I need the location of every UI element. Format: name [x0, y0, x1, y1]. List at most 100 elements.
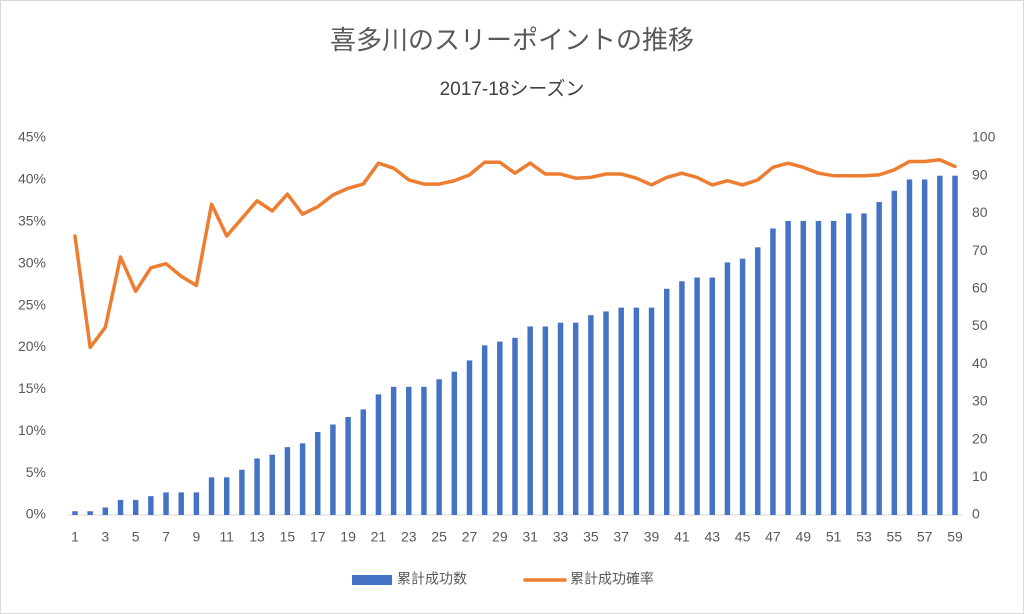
bar [937, 175, 943, 515]
bar [785, 220, 791, 515]
x-tick-label: 3 [101, 529, 109, 545]
bar [815, 220, 822, 515]
bar [269, 454, 275, 515]
bar [663, 288, 670, 515]
bar [254, 458, 260, 515]
x-tick-label: 57 [917, 529, 933, 545]
legend-label: 累計成功確率 [570, 571, 654, 587]
x-tick-label: 53 [856, 529, 872, 545]
y-tick-label: 40% [18, 171, 46, 187]
bar [375, 394, 382, 515]
bar [891, 190, 898, 515]
y2-tick-label: 20 [972, 430, 988, 446]
y-tick-label: 20% [18, 338, 46, 354]
bar [87, 511, 93, 515]
bar [193, 492, 200, 515]
bar [633, 307, 640, 515]
x-tick-label: 23 [401, 529, 417, 545]
bar [588, 315, 594, 515]
x-tick-label: 33 [553, 529, 569, 545]
bar [284, 447, 291, 515]
x-tick-label: 17 [310, 529, 326, 545]
bar [557, 322, 564, 515]
y-tick-label: 15% [18, 380, 46, 396]
bar [724, 262, 731, 515]
bar [952, 175, 958, 515]
line [73, 158, 957, 350]
bar [694, 277, 700, 515]
y-tick-label: 10% [18, 422, 46, 438]
legend-label: 累計成功数 [397, 571, 467, 587]
bar [208, 477, 215, 515]
bar [542, 326, 549, 515]
bar [239, 469, 245, 515]
bar [603, 311, 609, 515]
x-tick-label: 15 [280, 529, 296, 545]
y2-tick-label: 40 [972, 355, 988, 371]
x-tick-label: 7 [162, 529, 170, 545]
y-tick-label: 45% [18, 129, 46, 145]
bar [770, 228, 776, 516]
y2-tick-label: 70 [972, 242, 988, 258]
bar [906, 179, 913, 515]
bar [421, 386, 427, 515]
x-tick-label: 51 [826, 529, 842, 545]
y-tick-label: 0% [26, 506, 46, 522]
x-tick-label: 27 [462, 529, 478, 545]
chart-title: 喜多川のスリーポイントの推移 [330, 25, 694, 55]
y2-tick-label: 30 [972, 393, 988, 409]
bar [117, 499, 124, 515]
bar [163, 492, 169, 515]
bar [299, 443, 306, 515]
bar [497, 341, 503, 515]
bar [830, 220, 837, 515]
y2-tick-label: 100 [972, 129, 996, 145]
legend-swatch [352, 575, 392, 585]
bar [102, 507, 109, 515]
y2-tick-label: 10 [972, 468, 988, 484]
bar [148, 496, 154, 515]
bar [132, 499, 139, 515]
x-tick-label: 45 [735, 529, 751, 545]
bar [648, 307, 655, 515]
bar [861, 213, 867, 515]
x-tick-label: 55 [887, 529, 903, 545]
bar [679, 281, 685, 515]
bar [876, 202, 882, 515]
x-tick-label: 9 [192, 529, 200, 545]
bar [451, 371, 458, 515]
x-tick-label: 35 [583, 529, 599, 545]
x-tick-label: 13 [249, 529, 265, 545]
y-tick-label: 25% [18, 296, 46, 312]
x-tick-label: 43 [704, 529, 720, 545]
x-tick-label: 47 [765, 529, 781, 545]
x-tick-label: 21 [371, 529, 387, 545]
x-tick-label: 19 [340, 529, 356, 545]
y-tick-label: 30% [18, 254, 46, 270]
bar [72, 511, 78, 515]
x-tick-label: 1 [71, 529, 79, 545]
x-tick-label: 41 [674, 529, 690, 545]
x-tick-label: 37 [613, 529, 629, 545]
y-tick-label: 35% [18, 212, 46, 228]
bar [406, 386, 412, 515]
chart-subtitle: 2017-18シーズン [440, 78, 585, 100]
y2-tick-label: 80 [972, 204, 988, 220]
x-tick-label: 39 [644, 529, 660, 545]
x-tick-label: 29 [492, 529, 508, 545]
bar [572, 322, 579, 515]
y-tick-label: 5% [26, 464, 46, 480]
bar [739, 258, 746, 515]
bar [436, 379, 442, 515]
y2-tick-label: 60 [972, 280, 988, 296]
bar [921, 179, 928, 515]
bar [178, 492, 184, 515]
bar [360, 409, 367, 515]
y2-tick-label: 0 [972, 506, 980, 522]
bar [755, 247, 761, 515]
x-tick-label: 31 [522, 529, 538, 545]
bar [481, 345, 488, 515]
bar [390, 386, 397, 515]
bar [330, 424, 336, 515]
